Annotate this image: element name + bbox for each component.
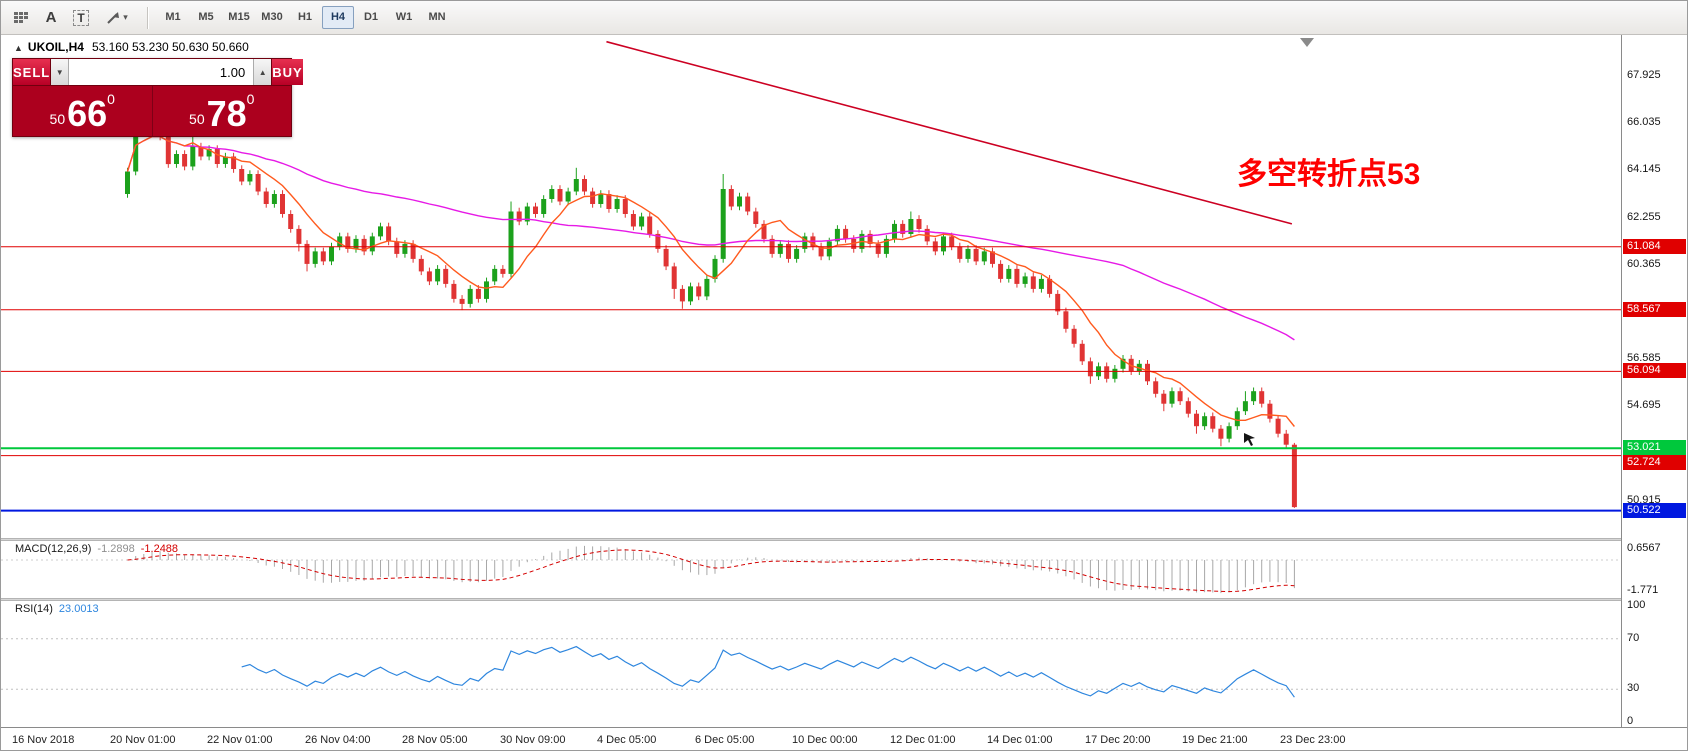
time-label: 4 Dec 05:00 [597, 734, 657, 746]
time-label: 14 Dec 01:00 [987, 734, 1053, 746]
tf-button-MN[interactable]: MN [428, 11, 446, 23]
price-axis[interactable]: 67.925 66.035 64.145 62.255 60.365 56.585 54.6… [1621, 35, 1687, 750]
bid-prefix: 50 [49, 111, 66, 127]
ask-prefix: 50 [189, 111, 205, 127]
ask-sup-digit: 0 [246, 91, 255, 107]
text-t-icon: T [73, 9, 89, 26]
ohlc-values: 53.160 53.230 50.630 50.660 [91, 40, 249, 54]
cursor-arrow-icon [1244, 433, 1255, 446]
time-label: 16 Nov 2018 [12, 734, 75, 746]
price-tick: 62.255 [1627, 211, 1661, 223]
tf-button-M15[interactable]: M15 [228, 11, 250, 23]
chart-shift-marker-icon[interactable] [1300, 38, 1314, 47]
price-label-badge: 53.021 [1623, 440, 1686, 455]
price-label-badge: 58.567 [1623, 302, 1686, 317]
time-label: 6 Dec 05:00 [695, 734, 755, 746]
ask-big-digits: 78 [206, 93, 247, 134]
chart-grid-button[interactable] [7, 5, 35, 31]
toolbar-separator [147, 6, 149, 29]
macd-signal-value: -1.2488 [140, 543, 179, 555]
price-label-badge: 50.522 [1623, 503, 1686, 518]
time-label: 28 Nov 05:00 [402, 734, 468, 746]
macd-main-value: -1.2898 [97, 543, 135, 555]
price-tick: 66.035 [1627, 116, 1661, 128]
rsi-name: RSI(14) [15, 603, 53, 615]
one-click-toggle-icon[interactable]: ▲ [14, 43, 23, 53]
symbol-period-label: UKOIL,H4 [27, 40, 84, 54]
tf-button-D1[interactable]: D1 [363, 11, 379, 23]
time-label: 20 Nov 01:00 [110, 734, 176, 746]
tf-button-M5[interactable]: M5 [198, 11, 214, 23]
tf-button-H1[interactable]: H1 [297, 11, 313, 23]
ask-price-panel[interactable]: 50 78 0 [153, 86, 292, 136]
text-label-button[interactable]: T [67, 5, 95, 31]
insert-text-button[interactable]: A [37, 5, 65, 31]
bid-price-panel[interactable]: 50 66 0 [13, 86, 153, 136]
macd-label: MACD(12,26,9) -1.2898 -1.2488 [15, 543, 178, 555]
chart-annotation[interactable]: 多空转折点53 [1237, 158, 1421, 191]
time-label: 30 Nov 09:00 [500, 734, 566, 746]
time-label: 23 Dec 23:00 [1280, 734, 1346, 746]
price-tick: 60.365 [1627, 258, 1661, 270]
ma-50-line [126, 135, 1295, 341]
panel-divider[interactable] [1, 538, 1687, 541]
price-tick: 67.925 [1627, 69, 1661, 81]
time-label: 22 Nov 01:00 [207, 734, 273, 746]
price-chart-canvas[interactable] [1, 35, 1621, 538]
bid-big-digits: 66 [67, 93, 108, 134]
tf-button-H4[interactable]: H4 [322, 6, 354, 29]
macd-name: MACD(12,26,9) [15, 543, 92, 555]
volume-increase-icon[interactable]: ▲ [253, 59, 272, 85]
rsi-scale-tick: 100 [1627, 599, 1646, 611]
price-label-badge: 52.724 [1623, 455, 1686, 470]
dropdown-caret-icon: ▾ [123, 12, 128, 22]
grid-icon [14, 11, 28, 23]
macd-scale-bottom: -1.771 [1627, 584, 1659, 596]
price-tick: 56.585 [1627, 352, 1661, 364]
macd-canvas[interactable] [1, 541, 1621, 598]
time-label: 26 Nov 04:00 [305, 734, 371, 746]
price-label-badge: 56.094 [1623, 363, 1686, 378]
toolbar: A T ▾ M1 M5 M15 M30 H1 H4 D1 W1 MN [1, 1, 1687, 35]
ma-8-line [126, 135, 1295, 427]
macd-scale-top: 0.6567 [1627, 542, 1661, 554]
rsi-canvas[interactable] [1, 601, 1621, 727]
trend-line[interactable] [606, 40, 1293, 225]
sell-button[interactable]: SELL [13, 59, 51, 85]
rsi-scale-tick: 0 [1627, 715, 1634, 727]
volume-decrease-icon[interactable]: ▼ [51, 59, 70, 85]
rsi-label: RSI(14) 23.0013 [15, 603, 99, 615]
rsi-value: 23.0013 [58, 603, 99, 615]
macd-signal-line [127, 549, 1295, 593]
timeframe-group: M1 M5 M15 M30 H1 H4 D1 W1 MN [157, 6, 454, 29]
arrow-icon [107, 12, 120, 24]
tf-button-M30[interactable]: M30 [261, 11, 283, 23]
price-tick: 54.695 [1627, 399, 1661, 411]
candles [125, 102, 1297, 508]
arrow-tools-button[interactable]: ▾ [97, 5, 137, 31]
text-a-icon: A [45, 9, 57, 26]
chart-title: ▲ UKOIL,H4 53.160 53.230 50.630 50.660 [14, 40, 249, 54]
time-label: 10 Dec 00:00 [792, 734, 858, 746]
rsi-scale-tick: 70 [1627, 631, 1640, 644]
tf-button-M1[interactable]: M1 [165, 11, 181, 23]
time-label: 12 Dec 01:00 [890, 734, 956, 746]
price-tick: 64.145 [1627, 163, 1661, 175]
rsi-line [241, 645, 1295, 698]
rsi-scale-tick: 30 [1627, 682, 1640, 695]
panel-divider[interactable] [1, 598, 1687, 601]
price-label-badge: 61.084 [1623, 239, 1686, 254]
time-label: 17 Dec 20:00 [1085, 734, 1151, 746]
volume-input[interactable] [69, 59, 254, 85]
macd-histogram [135, 545, 1295, 594]
time-axis[interactable]: 16 Nov 2018 20 Nov 01:00 22 Nov 01:00 26 No… [1, 727, 1687, 750]
buy-button[interactable]: BUY [272, 59, 303, 85]
time-label: 19 Dec 21:00 [1182, 734, 1248, 746]
bid-sup-digit: 0 [107, 91, 115, 107]
tf-button-W1[interactable]: W1 [395, 11, 413, 23]
